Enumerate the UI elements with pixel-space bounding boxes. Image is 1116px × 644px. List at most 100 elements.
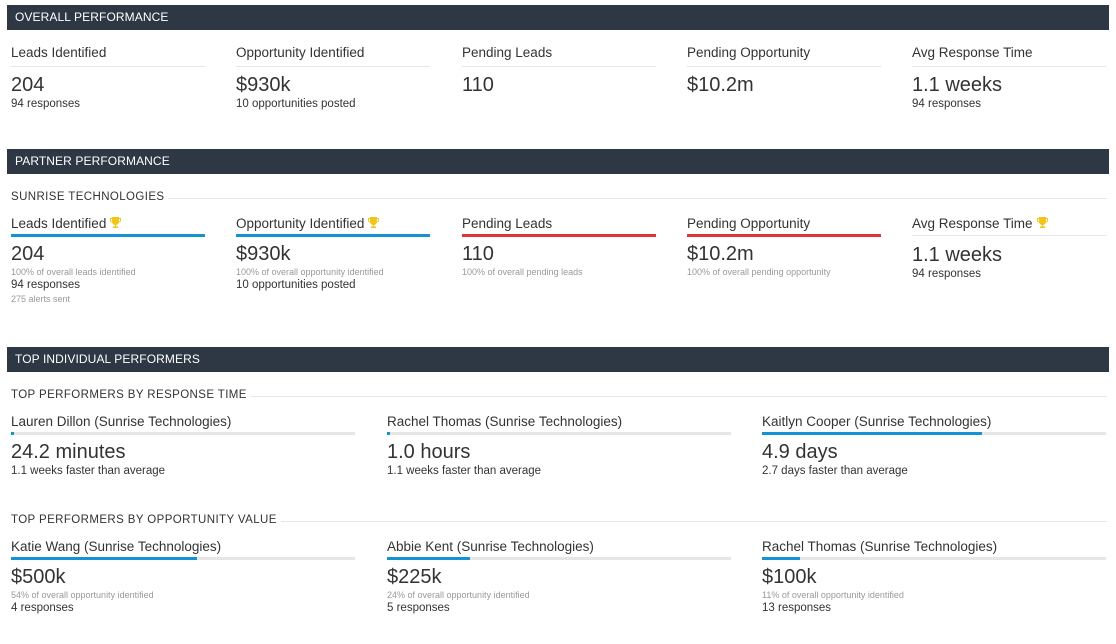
performer-opportunity-3: Rachel Thomas (Sunrise Technologies) $10… (762, 539, 1106, 616)
card-label: Pending Leads (462, 216, 553, 231)
performer-progress-fill (762, 432, 983, 435)
card-value: 204 (11, 74, 45, 96)
subhead-divider (168, 198, 1107, 199)
subhead-divider (250, 396, 1107, 397)
overall-performance-header: OVERALL PERFORMANCE (7, 5, 1109, 30)
performer-progress-fill (762, 557, 800, 560)
card-label: Opportunity Identified (236, 216, 365, 231)
card-sub: 94 responses (912, 98, 982, 110)
overall-card-leads: Leads Identified 204 94 responses (11, 45, 205, 112)
performer-name: Rachel Thomas (Sunrise Technologies) (387, 414, 623, 429)
performer-name: Rachel Thomas (Sunrise Technologies) (762, 539, 998, 554)
performer-sub: 2.7 days faster than average (762, 465, 908, 477)
performer-sub: 4 responses (11, 602, 74, 614)
performer-name: Lauren Dillon (Sunrise Technologies) (11, 414, 232, 429)
partner-card-pending-leads: Pending Leads 110 100% of overall pendin… (462, 216, 656, 278)
card-divider (687, 66, 881, 67)
overall-card-avg-response: Avg Response Time 1.1 weeks 94 responses (912, 45, 1106, 112)
card-alerts-note: 275 alerts sent (11, 294, 71, 304)
card-label: Leads Identified (11, 216, 107, 231)
partner-card-opportunity: Opportunity Identified $930k 100% of ove… (236, 216, 430, 293)
partner-card-avg-response: Avg Response Time 1.1 weeks 94 responses (912, 216, 1106, 282)
card-sub: 94 responses (912, 268, 982, 280)
response-time-subhead: TOP PERFORMERS BY RESPONSE TIME (11, 389, 247, 401)
card-label-row: Leads Identified (11, 216, 205, 232)
trophy-icon (368, 217, 380, 228)
opportunity-value-subhead: TOP PERFORMERS BY OPPORTUNITY VALUE (11, 514, 277, 526)
performer-value: 4.9 days (762, 441, 838, 463)
performer-progress-track (387, 557, 731, 560)
performer-progress-track (387, 432, 731, 435)
card-label: Avg Response Time (912, 45, 1033, 60)
subhead-divider (281, 521, 1107, 522)
performer-percent-note: 24% of overall opportunity identified (387, 590, 530, 600)
card-value: 1.1 weeks (912, 244, 1003, 266)
card-percent-note: 100% of overall leads identified (11, 267, 136, 277)
card-label: Pending Leads (462, 45, 553, 60)
card-label: Pending Opportunity (687, 216, 811, 231)
performer-response-2: Rachel Thomas (Sunrise Technologies) 1.0… (387, 414, 731, 479)
card-label: Leads Identified (11, 45, 107, 60)
performer-opportunity-2: Abbie Kent (Sunrise Technologies) $225k … (387, 539, 731, 616)
performer-value: $500k (11, 566, 66, 588)
card-value: 1.1 weeks (912, 74, 1003, 96)
card-value: 110 (462, 243, 494, 265)
card-divider (236, 66, 430, 67)
card-percent-note: 100% of overall pending opportunity (687, 267, 831, 277)
partner-company-name: SUNRISE TECHNOLOGIES (11, 191, 165, 203)
card-value: $930k (236, 74, 291, 96)
top-individual-performers-header: TOP INDIVIDUAL PERFORMERS (7, 347, 1109, 372)
card-divider (912, 235, 1106, 236)
performer-progress-fill (11, 557, 197, 560)
card-sub: 10 opportunities posted (236, 279, 356, 291)
partner-performance-header: PARTNER PERFORMANCE (7, 149, 1109, 174)
card-divider (912, 66, 1106, 67)
trophy-icon (110, 217, 122, 228)
performer-name: Katie Wang (Sunrise Technologies) (11, 539, 222, 554)
performer-progress-track (762, 557, 1106, 560)
card-status-bar (11, 234, 205, 237)
card-label-row: Opportunity Identified (236, 216, 430, 232)
card-status-bar (236, 234, 430, 237)
trophy-icon (1036, 217, 1048, 228)
card-divider (462, 66, 656, 67)
performer-opportunity-1: Katie Wang (Sunrise Technologies) $500k … (11, 539, 355, 616)
performer-progress-fill (387, 432, 391, 435)
performer-value: 1.0 hours (387, 441, 471, 463)
performer-response-3: Kaitlyn Cooper (Sunrise Technologies) 4.… (762, 414, 1106, 479)
overall-card-pending-opportunity: Pending Opportunity $10.2m (687, 45, 881, 97)
card-percent-note: 100% of overall pending leads (462, 267, 583, 277)
performer-sub: 13 responses (762, 602, 832, 614)
card-value: 204 (11, 243, 45, 265)
performer-sub: 1.1 weeks faster than average (11, 465, 166, 477)
performer-percent-note: 54% of overall opportunity identified (11, 590, 154, 600)
performer-response-1: Lauren Dillon (Sunrise Technologies) 24.… (11, 414, 355, 479)
performer-percent-note: 11% of overall opportunity identified (762, 590, 904, 600)
performer-progress-fill (387, 557, 470, 560)
card-value: $10.2m (687, 243, 754, 265)
card-label: Avg Response Time (912, 216, 1033, 231)
card-sub: 10 opportunities posted (236, 98, 356, 110)
card-status-bar (462, 234, 656, 237)
card-value: $10.2m (687, 74, 754, 96)
performer-value: $100k (762, 566, 817, 588)
performer-progress-fill (11, 432, 15, 435)
performer-progress-track (11, 557, 355, 560)
card-label-row: Avg Response Time (912, 216, 1106, 232)
performer-name: Kaitlyn Cooper (Sunrise Technologies) (762, 414, 992, 429)
overall-card-opportunity: Opportunity Identified $930k 10 opportun… (236, 45, 430, 112)
performer-progress-track (762, 432, 1106, 435)
performer-value: $225k (387, 566, 442, 588)
card-label: Opportunity Identified (236, 45, 365, 60)
performer-sub: 5 responses (387, 602, 450, 614)
card-value: $930k (236, 243, 291, 265)
performer-value: 24.2 minutes (11, 441, 126, 463)
card-divider (11, 66, 205, 67)
partner-card-leads: Leads Identified 204 100% of overall lea… (11, 216, 205, 305)
card-percent-note: 100% of overall opportunity identified (236, 267, 384, 277)
performer-name: Abbie Kent (Sunrise Technologies) (387, 539, 594, 554)
card-status-bar (687, 234, 881, 237)
card-sub: 94 responses (11, 279, 81, 291)
card-label: Pending Opportunity (687, 45, 811, 60)
card-sub: 94 responses (11, 98, 81, 110)
